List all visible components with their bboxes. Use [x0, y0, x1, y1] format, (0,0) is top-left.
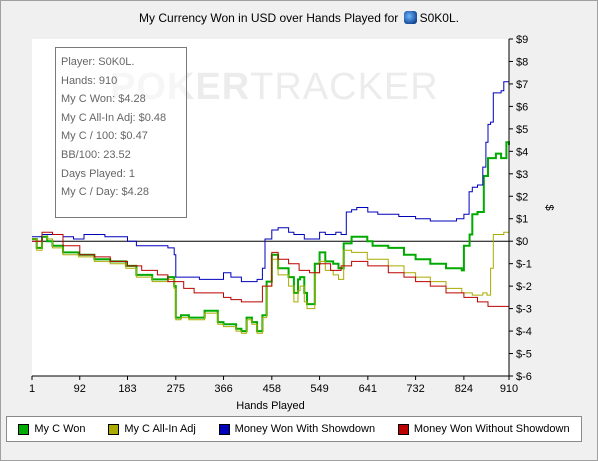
y-tick-label: $5: [516, 124, 528, 136]
x-axis-label: Hands Played: [236, 400, 305, 412]
x-tick-label: 1: [29, 383, 35, 395]
player-avatar-icon: [403, 11, 417, 24]
x-tick-label: 910: [500, 383, 518, 395]
stats-box: Player: S0K0L. Hands: 910 My C Won: $4.2…: [55, 47, 187, 218]
legend-swatch-without-showdown: [397, 423, 409, 435]
y-axis-label: $: [543, 204, 555, 210]
stat-bb-100: BB/100: 23.52: [61, 148, 131, 161]
stat-hands: Hands: 910: [61, 74, 118, 87]
y-tick-label: $2: [516, 191, 528, 203]
x-tick-label: 458: [263, 383, 281, 395]
x-tick-label: 366: [214, 383, 232, 395]
series-line-money-won-with-showdown: [32, 79, 510, 283]
x-tick-label: 275: [167, 383, 185, 395]
y-tick-label: $1: [516, 214, 528, 226]
y-tick-label: $-3: [516, 304, 532, 316]
stat-won: My C Won: $4.28: [61, 93, 146, 106]
y-tick-label: $-5: [516, 349, 532, 361]
x-tick-label: 549: [310, 383, 328, 395]
chart-title: My Currency Won in USD over Hands Played…: [0, 11, 598, 25]
stat-per-100: My C / 100: $0.47: [61, 130, 148, 143]
y-tick-label: $0: [516, 236, 528, 248]
y-tick-label: $-2: [516, 281, 532, 293]
legend-label-allin-adj: My C All-In Adj: [124, 423, 196, 435]
chart-legend: My C Won My C All-In Adj Money Won With …: [6, 416, 582, 442]
x-tick-label: 732: [406, 383, 424, 395]
y-tick-label: $6: [516, 101, 528, 113]
x-tick-label: 92: [74, 383, 86, 395]
y-tick-label: $-1: [516, 259, 532, 271]
stat-allin-adj: My C All-In Adj: $0.48: [61, 111, 167, 124]
legend-item-allin-adj[interactable]: My C All-In Adj: [108, 423, 196, 435]
y-tick-label: $9: [516, 34, 528, 46]
series-line-money-won-without-showdown: [32, 231, 510, 309]
stat-days-played: Days Played: 1: [61, 167, 135, 180]
chart-title-player: S0K0L.: [419, 11, 459, 25]
chart-title-text: My Currency Won in USD over Hands Played…: [139, 11, 399, 25]
legend-label-with-showdown: Money Won With Showdown: [234, 423, 376, 435]
legend-item-without-showdown[interactable]: Money Won Without Showdown: [397, 423, 570, 435]
legend-swatch-with-showdown: [218, 423, 230, 435]
legend-item-my-c-won[interactable]: My C Won: [18, 423, 86, 435]
y-tick-label: $8: [516, 56, 528, 68]
legend-swatch-my-c-won: [18, 423, 30, 435]
y-tick-label: $-4: [516, 326, 532, 338]
y-tick-label: $3: [516, 169, 528, 181]
y-tick-label: $7: [516, 79, 528, 91]
legend-label-without-showdown: Money Won Without Showdown: [413, 423, 570, 435]
legend-label-my-c-won: My C Won: [34, 423, 86, 435]
x-tick-label: 824: [455, 383, 473, 395]
legend-item-with-showdown[interactable]: Money Won With Showdown: [218, 423, 376, 435]
x-tick-label: 641: [359, 383, 377, 395]
legend-swatch-allin-adj: [108, 423, 120, 435]
stat-per-day: My C / Day: $4.28: [61, 186, 150, 199]
stat-player: Player: S0K0L.: [61, 56, 135, 68]
y-tick-label: $4: [516, 146, 528, 158]
x-tick-label: 183: [118, 383, 136, 395]
y-tick-label: $-6: [516, 371, 532, 383]
